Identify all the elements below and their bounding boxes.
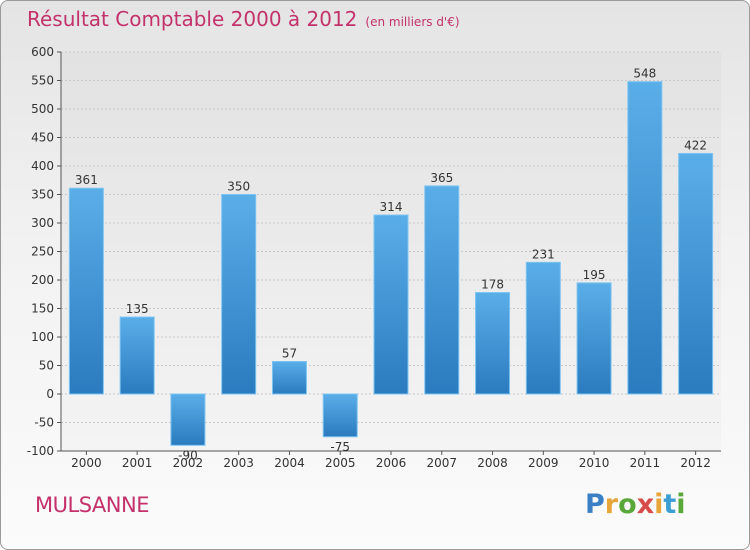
bars [68,81,714,446]
data-label: -90 [178,448,198,462]
data-label: 361 [75,173,98,187]
bar-2012 [678,152,714,395]
y-tick-label: 50 [39,359,54,373]
bar-2005 [322,393,358,438]
bar-2002 [170,393,206,446]
y-tick-label: 350 [31,188,54,202]
x-tick-label: 2002 [173,456,204,470]
logo-letter: i [654,489,664,520]
y-tick-label: 200 [31,273,54,287]
x-tick-label: 2003 [223,456,254,470]
logo-letter: P [585,489,605,520]
y-tick-label: 300 [31,216,54,230]
data-label: 178 [481,278,504,292]
data-label: 548 [633,67,656,81]
y-tick-label: 100 [31,330,54,344]
logo-letter: r [604,489,619,520]
x-tick-label: 2011 [630,456,661,470]
y-tick-label: 500 [31,102,54,116]
x-tick-label: 2001 [122,456,153,470]
y-tick-label: 250 [31,245,54,259]
x-tick-label: 2010 [579,456,610,470]
bar-2007 [424,185,460,395]
bar-2010 [576,282,612,395]
data-label: 135 [126,302,149,316]
logo-letter: x [636,489,655,520]
chart-subtitle: (en milliers d'€) [365,15,460,29]
logo-letter: o [618,489,637,520]
bar-2011 [627,81,663,395]
bar-2003 [221,194,257,395]
logo-letter: t [663,489,677,520]
x-tick-label: 2004 [274,456,305,470]
x-tick-label: 2005 [325,456,356,470]
y-tick-label: 150 [31,302,54,316]
bar-2001 [119,316,155,395]
data-label: 365 [430,171,453,185]
commune-name: MULSANNE [35,493,149,517]
proxiti-logo: Proxiti [585,489,686,520]
chart-title-text: Résultat Comptable 2000 à 2012 [27,7,358,31]
y-tick-label: 0 [46,387,54,401]
logo-letter: i [676,489,686,520]
bar-2008 [475,292,511,395]
y-tick-label: 600 [31,45,54,59]
x-tick-label: 2007 [426,456,457,470]
bar-2000 [68,187,104,395]
data-label: 231 [532,247,555,261]
data-label: 314 [380,200,403,214]
bar-2006 [373,214,409,395]
y-tick-label: 550 [31,74,54,88]
data-label: 350 [227,180,250,194]
bar-2004 [271,361,307,395]
data-label: 57 [282,347,297,361]
y-tick-label: -50 [34,416,54,430]
chart-title: Résultat Comptable 2000 à 2012 (en millie… [27,7,460,31]
x-tick-label: 2008 [477,456,508,470]
x-tick-label: 2006 [376,456,407,470]
y-tick-label: -100 [27,444,54,458]
data-label: -75 [330,440,350,454]
y-tick-label: 450 [31,131,54,145]
x-tick-label: 2012 [680,456,711,470]
axes: -100 -50 0 50 100 150 200 250 300 350 400 450 500 550… [27,45,721,470]
y-tick-label: 400 [31,159,54,173]
x-tick-label: 2009 [528,456,559,470]
x-tick-label: 2000 [71,456,102,470]
data-label: 195 [583,268,606,282]
data-label: 422 [684,138,707,152]
bar-2009 [525,261,561,395]
data-labels: 361 135 -90 350 57 -75 314 365 178 231 195 548 422 [75,67,707,463]
